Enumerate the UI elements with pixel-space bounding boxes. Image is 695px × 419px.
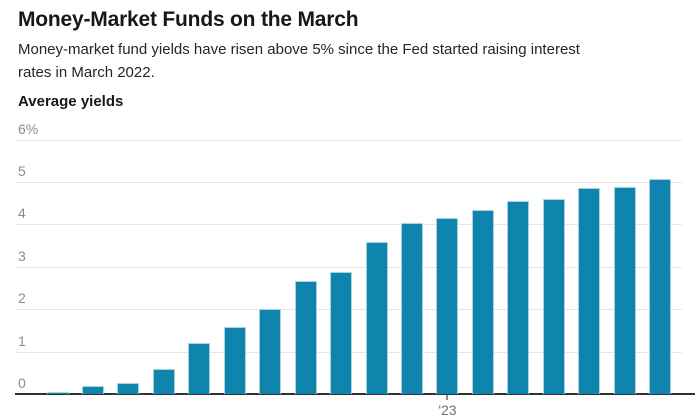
bar [294, 281, 317, 394]
bar [649, 179, 672, 394]
gridline [15, 182, 682, 183]
bar [507, 200, 530, 394]
bar [401, 222, 423, 394]
subtitle-line: rates in March 2022. [18, 64, 155, 81]
gridline [15, 266, 682, 268]
chart-subtitle: Money-market fund yields have risen abov… [18, 38, 695, 84]
bar [542, 199, 565, 394]
y-axis-tick-label: 4 [18, 205, 26, 222]
bar [471, 209, 494, 394]
x-axis-line [15, 393, 695, 395]
y-axis-tick-label: 6% [18, 120, 39, 137]
bar [259, 308, 282, 394]
gridline [15, 139, 682, 141]
series-label: Average yields [18, 93, 124, 110]
bar [330, 272, 353, 394]
bar [46, 391, 69, 394]
bar [188, 342, 211, 394]
bar [152, 368, 175, 394]
bar [81, 386, 104, 394]
bar [613, 186, 636, 394]
y-axis-tick-label: 1 [18, 332, 26, 349]
bar [365, 242, 388, 394]
bar [223, 327, 246, 394]
subtitle-line: Money-market fund yields have risen abov… [18, 41, 580, 58]
x-axis-tick-mark [446, 395, 449, 400]
chart: 6% 5 4 3 2 1 0 '23 [0, 118, 695, 419]
y-axis-tick-label: 0 [18, 375, 26, 391]
bar [578, 187, 601, 394]
bar [117, 383, 140, 394]
bar [436, 218, 459, 394]
gridline [15, 224, 682, 226]
y-axis-tick-label: 3 [18, 247, 26, 264]
chart-title: Money-Market Funds on the March [18, 8, 359, 31]
x-axis-tick-label: '23 [438, 402, 457, 418]
y-axis-tick-label: 5 [18, 163, 26, 179]
y-axis-tick-label: 2 [18, 290, 26, 307]
